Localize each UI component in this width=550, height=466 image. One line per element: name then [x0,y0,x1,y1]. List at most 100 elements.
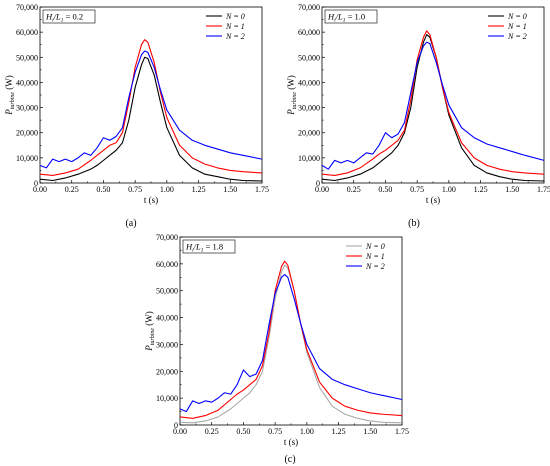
panel-c: 0.00 0.25 0.50 0.75 1.00 1.25 1.50 1.75 0 10,000 2… [144,233,409,447]
y-axis-label-symbol: P [144,345,154,352]
y-tick-label: 50,000 [156,287,178,296]
legend-label: N = 2 [507,32,527,41]
x-tick-label: 0.50 [378,185,392,194]
y-axis-label-symbol: P [4,109,14,116]
series-line-0 [39,56,263,182]
annotation-part: H [185,242,193,252]
x-tick-label: 1.00 [442,185,456,194]
x-tick-label: 1.75 [537,185,550,194]
y-tick-label: 60,000 [298,28,320,37]
y-tick-label: 40,000 [16,78,38,87]
legend-label: N = 0 [365,242,385,251]
x-tick-label: 1.50 [223,185,237,194]
parameter-annotation: Hi/L1 = 1.0 [324,9,378,24]
x-tick-label: 0.25 [65,185,79,194]
legend-label: N = 2 [365,262,385,271]
y-axis-label: Pturbine (W) [286,75,298,116]
x-tick-label: 1.25 [192,185,206,194]
y-axis-label-subscript: turbine [10,92,16,110]
legend-label: N = 1 [507,22,527,31]
x-tick-label: 1.00 [160,185,174,194]
y-tick-label: 10,000 [298,154,320,163]
annotation-part: = 1.0 [346,12,366,22]
annotation-part: i [192,248,194,254]
annotation-box [324,9,378,24]
annotation-box [42,9,96,24]
y-tick-label: 40,000 [156,314,178,323]
x-tick-label: 0.25 [205,427,219,436]
annotation-text: Hi/L1 = 1.8 [185,242,223,254]
panel-b: 0.00 0.25 0.50 0.75 1.00 1.25 1.50 1.75 0 10,000 2… [286,3,550,205]
y-tick-label: 30,000 [298,104,320,113]
series-line-1 [39,39,263,177]
annotation-part: i [52,18,54,24]
annotation-part: /L [335,12,343,22]
annotation-part: H [45,12,53,22]
caption-c: (c) [284,454,295,465]
annotation-part: /L [53,12,61,22]
series-line-0 [179,264,403,424]
legend-label: N = 0 [225,12,245,21]
x-axis-label: t (s) [426,195,440,205]
y-tick-label: 10,000 [156,394,178,403]
y-tick-label: 30,000 [16,104,38,113]
y-tick-label: 50,000 [16,53,38,62]
x-tick-label: 1.50 [505,185,519,194]
y-axis-label-unit: (W) [286,75,296,92]
x-tick-label: 1.75 [255,185,269,194]
y-axis-label: Pturbine (W) [4,75,16,116]
annotation-part: 1 [61,18,64,24]
y-tick-label: 20,000 [16,129,38,138]
x-axis-label: t (s) [284,437,298,447]
panel-a: 0.00 0.25 0.50 0.75 1.00 1.25 1.50 1.75 0 10,000 2… [4,3,269,205]
y-tick-label: 0 [34,179,38,188]
y-tick-label: 50,000 [298,53,320,62]
annotation-part: = 1.8 [204,242,224,252]
y-tick-label: 60,000 [156,260,178,269]
y-axis-label-subscript: turbine [292,92,298,110]
annotation-part: = 0.2 [64,12,84,22]
x-tick-label: 1.00 [300,427,314,436]
annotation-box [182,239,236,254]
series-line-1 [179,260,403,419]
x-tick-label: 0.75 [410,185,424,194]
annotation-text: Hi/L1 = 1.0 [327,12,365,24]
x-tick-label: 1.25 [332,427,346,436]
y-tick-label: 70,000 [298,3,320,12]
y-tick-label: 30,000 [156,340,178,349]
annotation-part: i [334,18,336,24]
series-line-2 [321,41,545,170]
annotation-part: 1 [201,248,204,254]
x-tick-label: 0.00 [315,185,329,194]
y-tick-label: 60,000 [16,28,38,37]
y-tick-label: 0 [174,421,178,430]
parameter-annotation: Hi/L1 = 1.8 [182,239,236,254]
y-tick-label: 10,000 [16,154,38,163]
y-tick-label: 40,000 [298,78,320,87]
y-tick-label: 70,000 [16,3,38,12]
legend-label: N = 1 [225,22,245,31]
x-tick-label: 0.00 [33,185,47,194]
y-tick-label: 20,000 [298,129,320,138]
annotation-part: /L [193,242,201,252]
y-axis-label-unit: (W) [144,311,154,328]
y-axis-label-subscript: turbine [150,328,156,346]
parameter-annotation: Hi/L1 = 0.2 [42,9,96,24]
y-axis-label-symbol: P [286,109,296,116]
series-line-2 [179,274,403,413]
y-tick-label: 70,000 [156,233,178,242]
x-tick-label: 1.75 [395,427,409,436]
y-tick-label: 20,000 [156,367,178,376]
y-axis-label-unit: (W) [4,75,14,92]
caption-b: (b) [408,218,420,229]
series-line-1 [321,30,545,177]
y-tick-label: 0 [316,179,320,188]
annotation-part: H [327,12,335,22]
annotation-text: Hi/L1 = 0.2 [45,12,83,24]
x-tick-label: 0.00 [173,427,187,436]
x-tick-label: 0.75 [268,427,282,436]
x-tick-label: 0.50 [96,185,110,194]
x-tick-label: 1.25 [474,185,488,194]
x-axis-label: t (s) [144,195,158,205]
